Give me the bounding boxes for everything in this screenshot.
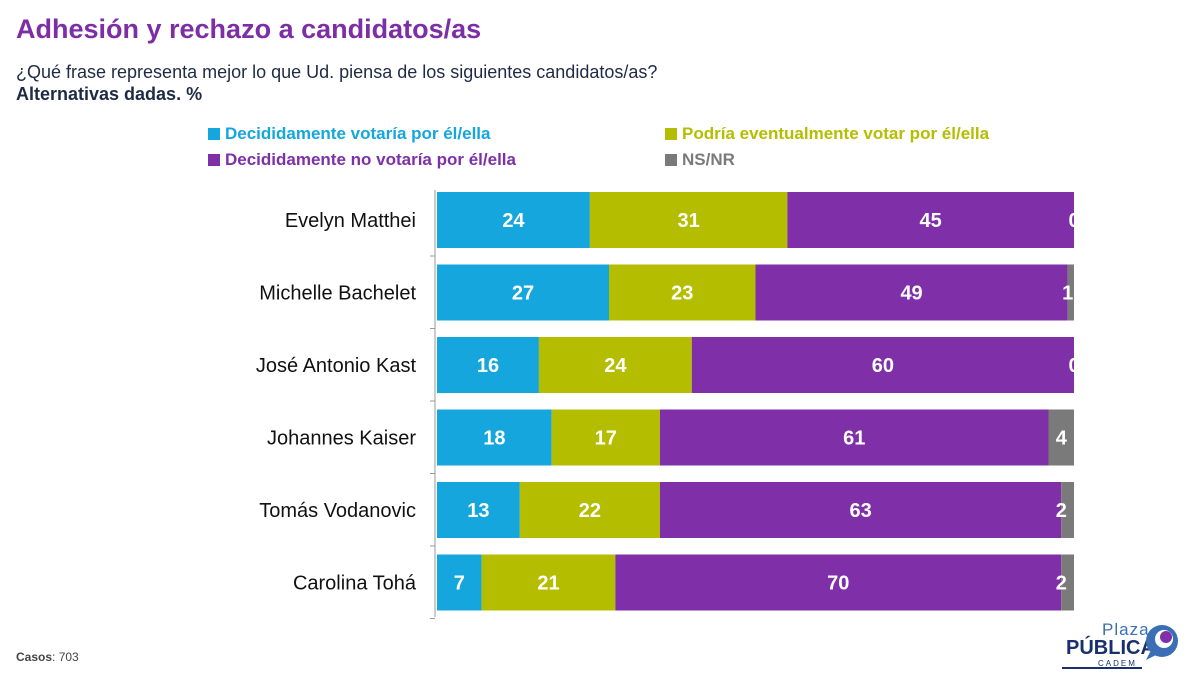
data-label: 17 — [595, 428, 617, 450]
logo-text-cadem: CADEM — [1098, 659, 1137, 668]
data-label: 24 — [502, 210, 525, 232]
bar-segment — [608, 264, 756, 321]
bar-segment — [589, 192, 788, 248]
data-label: 0 — [1068, 355, 1079, 377]
bar-segment — [1067, 264, 1074, 321]
data-label: 23 — [671, 283, 693, 305]
legend-swatch — [208, 154, 220, 166]
plaza-publica-logo: Plaza PÚBLICA CADEM — [1060, 620, 1185, 670]
bar-segment — [437, 409, 552, 466]
bar-segment — [1048, 409, 1074, 466]
legend-swatch — [665, 154, 677, 166]
legend-label: NS/NR — [682, 150, 735, 169]
bar-segment — [437, 482, 520, 538]
category-label: Tomás Vodanovic — [259, 500, 416, 522]
legend-swatch — [665, 128, 677, 140]
data-label: 7 — [454, 573, 465, 595]
data-label: 4 — [1056, 428, 1068, 450]
category-label: Johannes Kaiser — [267, 428, 416, 450]
bar-segment — [615, 554, 1062, 611]
legend-label: Podría eventualmente votar por él/ella — [682, 124, 990, 143]
legend-item-nsnr: NS/NR — [665, 150, 735, 170]
data-label: 63 — [849, 500, 871, 522]
category-label: Evelyn Matthei — [285, 210, 416, 232]
bar-segment — [659, 409, 1049, 466]
data-label: 31 — [677, 210, 699, 232]
data-label: 70 — [827, 573, 849, 595]
cases-label: Casos — [16, 650, 53, 664]
data-label: 27 — [512, 283, 534, 305]
chart-title: Adhesión y rechazo a candidatos/as — [16, 14, 482, 44]
bar-segment — [787, 192, 1074, 248]
chart-question: ¿Qué frase representa mejor lo que Ud. p… — [16, 62, 658, 82]
logo-speech-icon — [1146, 625, 1178, 660]
data-label: 22 — [579, 500, 601, 522]
legend-label: Decididamente no votaría por él/ella — [225, 150, 516, 169]
category-label: Carolina Tohá — [293, 573, 417, 595]
logo-underline — [1062, 667, 1142, 669]
bar-segment — [1061, 482, 1074, 538]
bar-segment — [437, 264, 609, 321]
data-label: 21 — [537, 573, 559, 595]
data-label: 61 — [843, 428, 865, 450]
bar-segment — [437, 337, 539, 393]
bar-segment — [519, 482, 660, 538]
category-label: Michelle Bachelet — [259, 283, 416, 305]
data-label: 16 — [477, 355, 499, 377]
data-label: 0 — [1068, 210, 1079, 232]
cases-value: 703 — [58, 650, 79, 664]
bar-segment — [659, 482, 1062, 538]
data-label: 1 — [1062, 283, 1073, 305]
chart-subtitle: Alternativas dadas. % — [16, 84, 203, 104]
data-label: 49 — [900, 283, 922, 305]
category-label: José Antonio Kast — [256, 355, 417, 377]
legend-label: Decididamente votaría por él/ella — [225, 124, 491, 143]
data-label: 13 — [467, 500, 489, 522]
bar-segment — [691, 337, 1074, 393]
bar-segment — [437, 192, 590, 248]
data-label: 18 — [483, 428, 505, 450]
data-label: 2 — [1056, 573, 1067, 595]
footer-cases: Casos: 703 — [16, 650, 79, 664]
bar-segment — [437, 554, 482, 611]
data-label: 2 — [1056, 500, 1067, 522]
legend-swatch — [208, 128, 220, 140]
data-label: 45 — [920, 210, 942, 232]
logo-text-publica: PÚBLICA — [1066, 637, 1155, 659]
logo-text-plaza: Plaza — [1102, 620, 1150, 639]
bar-segment — [755, 264, 1068, 321]
data-label: 60 — [872, 355, 894, 377]
bar-segment — [481, 554, 616, 611]
legend-item-votaria: Decididamente votaría por él/ella — [208, 124, 490, 144]
bar-segment — [1061, 554, 1074, 611]
bar-segment — [538, 337, 692, 393]
legend-item-no-votaria: Decididamente no votaría por él/ella — [208, 150, 516, 170]
legend-item-podria: Podría eventualmente votar por él/ella — [665, 124, 989, 144]
data-label: 24 — [604, 355, 627, 377]
bar-segment — [551, 409, 660, 466]
